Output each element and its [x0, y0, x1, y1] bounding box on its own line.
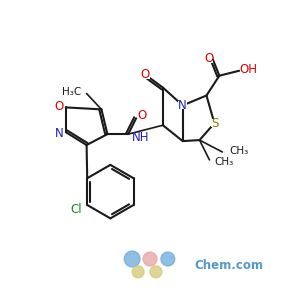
Text: O: O: [54, 100, 64, 113]
Text: CH₃: CH₃: [215, 157, 234, 167]
Text: O: O: [205, 52, 214, 65]
FancyBboxPatch shape: [70, 206, 83, 214]
Text: O: O: [140, 68, 150, 81]
Text: OH: OH: [239, 63, 257, 76]
Text: H₃C: H₃C: [62, 86, 81, 97]
FancyBboxPatch shape: [138, 111, 146, 119]
Text: CH₃: CH₃: [230, 146, 249, 156]
FancyBboxPatch shape: [54, 129, 63, 137]
FancyBboxPatch shape: [141, 71, 149, 79]
FancyBboxPatch shape: [241, 66, 255, 74]
Circle shape: [161, 252, 175, 266]
Circle shape: [124, 251, 140, 267]
Text: N: N: [178, 99, 187, 112]
Circle shape: [150, 266, 162, 278]
FancyBboxPatch shape: [178, 101, 187, 110]
Circle shape: [143, 252, 157, 266]
Text: Cl: Cl: [70, 203, 82, 216]
Text: Chem.com: Chem.com: [195, 260, 264, 272]
Text: S: S: [212, 117, 219, 130]
FancyBboxPatch shape: [135, 134, 146, 142]
FancyBboxPatch shape: [54, 102, 63, 110]
FancyBboxPatch shape: [211, 119, 220, 127]
Text: N: N: [55, 127, 63, 140]
FancyBboxPatch shape: [206, 55, 213, 63]
Text: NH: NH: [132, 131, 149, 144]
Circle shape: [132, 266, 144, 278]
Text: O: O: [137, 109, 147, 122]
